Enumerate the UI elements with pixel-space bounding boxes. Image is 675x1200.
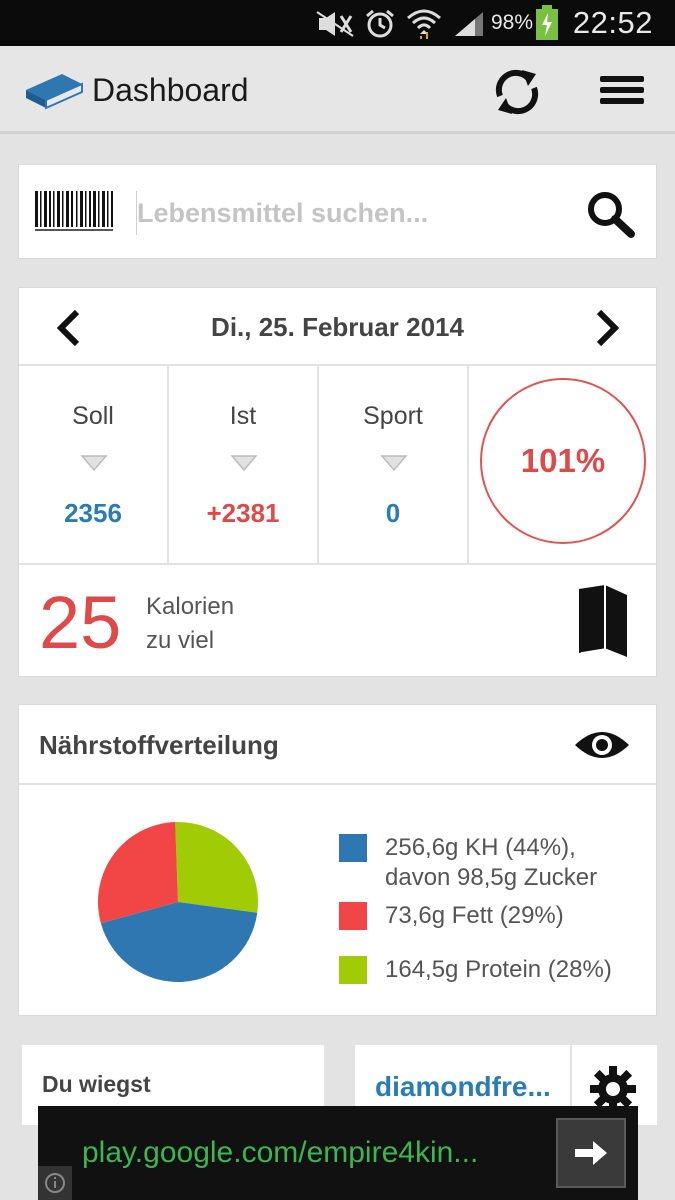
legend-text: 73,6g Fett (29%) [385,902,564,929]
calorie-balance-row: 25 Kalorien zu viel [19,563,656,678]
username-link[interactable]: diamondfre... [375,1071,551,1102]
diary-book-icon[interactable] [571,583,631,659]
stat-value: 0 [385,498,401,528]
stat-value: 2356 [64,498,122,528]
eye-icon[interactable] [573,727,631,763]
arrow-right-icon [575,1141,607,1165]
pie-slice-protein [175,822,258,913]
search-input[interactable] [137,189,577,237]
chevron-left-icon[interactable] [55,309,81,347]
legend-swatch [339,902,367,930]
nutrient-title: Nährstoffverteilung [39,729,279,760]
barcode-icon[interactable] [33,191,115,233]
daily-summary-card: Di., 25. Februar 2014 Soll 2356 Ist +238… [18,287,657,677]
search-divider [136,191,137,235]
signal-icon [455,12,483,36]
wifi-icon [407,9,441,39]
chevron-right-icon[interactable] [595,309,621,347]
stat-soll[interactable]: Soll 2356 [19,366,169,563]
stat-label: Sport [363,402,423,430]
alarm-icon [366,9,394,38]
triangle-down-icon [380,455,408,472]
mute-icon [316,11,354,37]
search-icon[interactable] [585,189,637,239]
gear-icon[interactable] [589,1065,637,1113]
battery-charging-icon [536,5,558,40]
book-logo-icon [26,74,83,110]
pie-slice-fett [97,822,178,924]
info-icon [45,1173,65,1193]
triangle-down-icon [230,455,258,472]
status-bar: 98% 22:52 [0,0,675,46]
stat-ist[interactable]: Ist +2381 [169,366,319,563]
stat-label: Ist [229,402,257,430]
nutrient-pie-chart [97,822,258,982]
triangle-down-icon [80,455,108,472]
page-title: Dashboard [92,71,249,108]
percent-ring: 101% [480,378,646,544]
app-bar: Dashboard [0,46,675,134]
legend-line1: 256,6g KH (44%), [385,834,576,861]
menu-icon[interactable] [598,72,646,108]
legend-line2: davon 98,5g Zucker [385,864,598,891]
food-search-bar [18,164,657,259]
ad-banner[interactable]: play.google.com/empire4kin... [38,1106,638,1200]
stat-sport[interactable]: Sport 0 [319,366,469,563]
ad-go-button[interactable] [556,1118,626,1188]
stat-label: Soll [72,402,114,430]
weight-title: Du wiegst [42,1071,151,1097]
stat-value: +2381 [206,498,280,528]
legend-swatch [339,956,367,984]
legend-swatch [339,834,367,862]
ad-url[interactable]: play.google.com/empire4kin... [82,1136,479,1169]
calorie-difference: 25 [39,581,122,664]
nutrient-distribution-card: Nährstoffverteilung 256,6g KH (44%), dav… [18,704,657,1016]
battery-percent: 98% [490,11,533,34]
user-card-divider [570,1045,572,1125]
date-navigator: Di., 25. Februar 2014 [19,288,656,366]
current-date: Di., 25. Februar 2014 [211,311,464,342]
nutrient-header: Nährstoffverteilung [19,705,656,785]
ad-info-button[interactable] [38,1166,72,1200]
calorie-label-line1: Kalorien [146,593,235,620]
legend-text: 256,6g KH (44%), davon 98,5g Zucker [385,833,597,893]
calorie-label-line2: zu viel [146,627,215,654]
legend-text: 164,5g Protein (28%) [385,956,612,983]
clock: 22:52 [572,5,653,40]
pie-slice-kh [100,902,258,982]
sync-icon[interactable] [492,68,542,116]
